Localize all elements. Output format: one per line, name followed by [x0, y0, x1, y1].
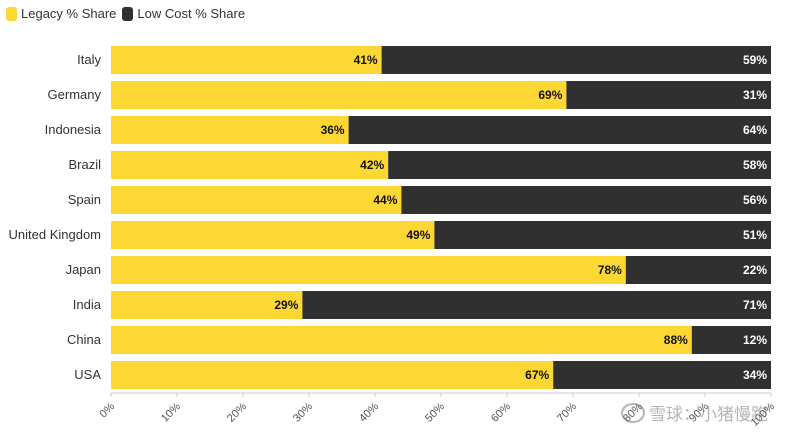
value-label-legacy-italy: 41%	[354, 53, 378, 67]
legend-label-legacy: Legacy % Share	[21, 6, 117, 21]
category-label-united-kingdom: United Kingdom	[9, 227, 102, 242]
value-label-low-cost-indonesia: 64%	[743, 123, 767, 137]
legend-item-legacy[interactable]: Legacy % Share	[6, 6, 116, 21]
legend-item-low-cost[interactable]: Low Cost % Share	[122, 6, 245, 21]
bar-legacy-china	[111, 326, 692, 354]
category-label-japan: Japan	[66, 262, 101, 277]
value-label-low-cost-india: 71%	[743, 298, 767, 312]
bar-low-cost-china	[691, 326, 771, 354]
x-tick-label: 0%	[97, 400, 117, 420]
x-tick-label: 30%	[291, 400, 315, 424]
category-label-india: India	[73, 297, 102, 312]
value-label-legacy-japan: 78%	[598, 263, 622, 277]
value-label-low-cost-united-kingdom: 51%	[743, 228, 767, 242]
category-label-brazil: Brazil	[68, 157, 101, 172]
value-label-low-cost-japan: 22%	[743, 263, 767, 277]
x-tick-label: 40%	[357, 400, 381, 424]
bar-low-cost-japan	[625, 256, 771, 284]
bar-legacy-italy	[111, 46, 382, 74]
bar-legacy-united-kingdom	[111, 221, 435, 249]
value-label-legacy-germany: 69%	[538, 88, 562, 102]
value-label-low-cost-brazil: 58%	[743, 158, 767, 172]
bar-legacy-brazil	[111, 151, 389, 179]
bar-low-cost-italy	[381, 46, 771, 74]
value-label-legacy-united-kingdom: 49%	[406, 228, 430, 242]
value-label-low-cost-china: 12%	[743, 333, 767, 347]
category-label-indonesia: Indonesia	[45, 122, 102, 137]
value-label-legacy-brazil: 42%	[360, 158, 384, 172]
value-label-legacy-spain: 44%	[373, 193, 397, 207]
bar-legacy-spain	[111, 186, 402, 214]
bar-legacy-indonesia	[111, 116, 349, 144]
bar-low-cost-india	[302, 291, 771, 319]
legend: Legacy % Share Low Cost % Share	[6, 6, 245, 21]
wechat-icon	[621, 402, 645, 423]
x-tick-label: 50%	[423, 400, 447, 424]
category-label-usa: USA	[74, 367, 101, 382]
legend-swatch-legacy	[6, 6, 17, 21]
category-label-china: China	[67, 332, 102, 347]
bar-low-cost-brazil	[388, 151, 771, 179]
bar-low-cost-indonesia	[348, 116, 771, 144]
category-label-spain: Spain	[68, 192, 101, 207]
legend-swatch-low-cost	[122, 6, 134, 21]
category-label-germany: Germany	[48, 87, 102, 102]
x-tick-label: 70%	[555, 400, 579, 424]
x-tick-label: 60%	[489, 400, 513, 424]
value-label-low-cost-italy: 59%	[743, 53, 767, 67]
bar-low-cost-germany	[566, 81, 771, 109]
value-label-low-cost-germany: 31%	[743, 88, 767, 102]
value-label-low-cost-spain: 56%	[743, 193, 767, 207]
bar-legacy-germany	[111, 81, 567, 109]
category-label-italy: Italy	[77, 52, 101, 67]
value-label-legacy-china: 88%	[664, 333, 688, 347]
x-tick-label: 10%	[159, 400, 183, 424]
bar-legacy-usa	[111, 361, 554, 389]
bar-legacy-japan	[111, 256, 626, 284]
bar-legacy-india	[111, 291, 303, 319]
value-label-low-cost-usa: 34%	[743, 368, 767, 382]
bar-low-cost-usa	[553, 361, 771, 389]
bar-low-cost-united-kingdom	[434, 221, 771, 249]
x-tick-label: 20%	[225, 400, 249, 424]
legend-label-low-cost: Low Cost % Share	[137, 6, 246, 21]
value-label-legacy-indonesia: 36%	[321, 123, 345, 137]
value-label-legacy-india: 29%	[274, 298, 298, 312]
watermark-text: 雪球：小猪慢跑	[649, 405, 768, 424]
bar-low-cost-spain	[401, 186, 771, 214]
value-label-legacy-usa: 67%	[525, 368, 549, 382]
watermark: 雪球：小猪慢跑	[621, 400, 768, 425]
